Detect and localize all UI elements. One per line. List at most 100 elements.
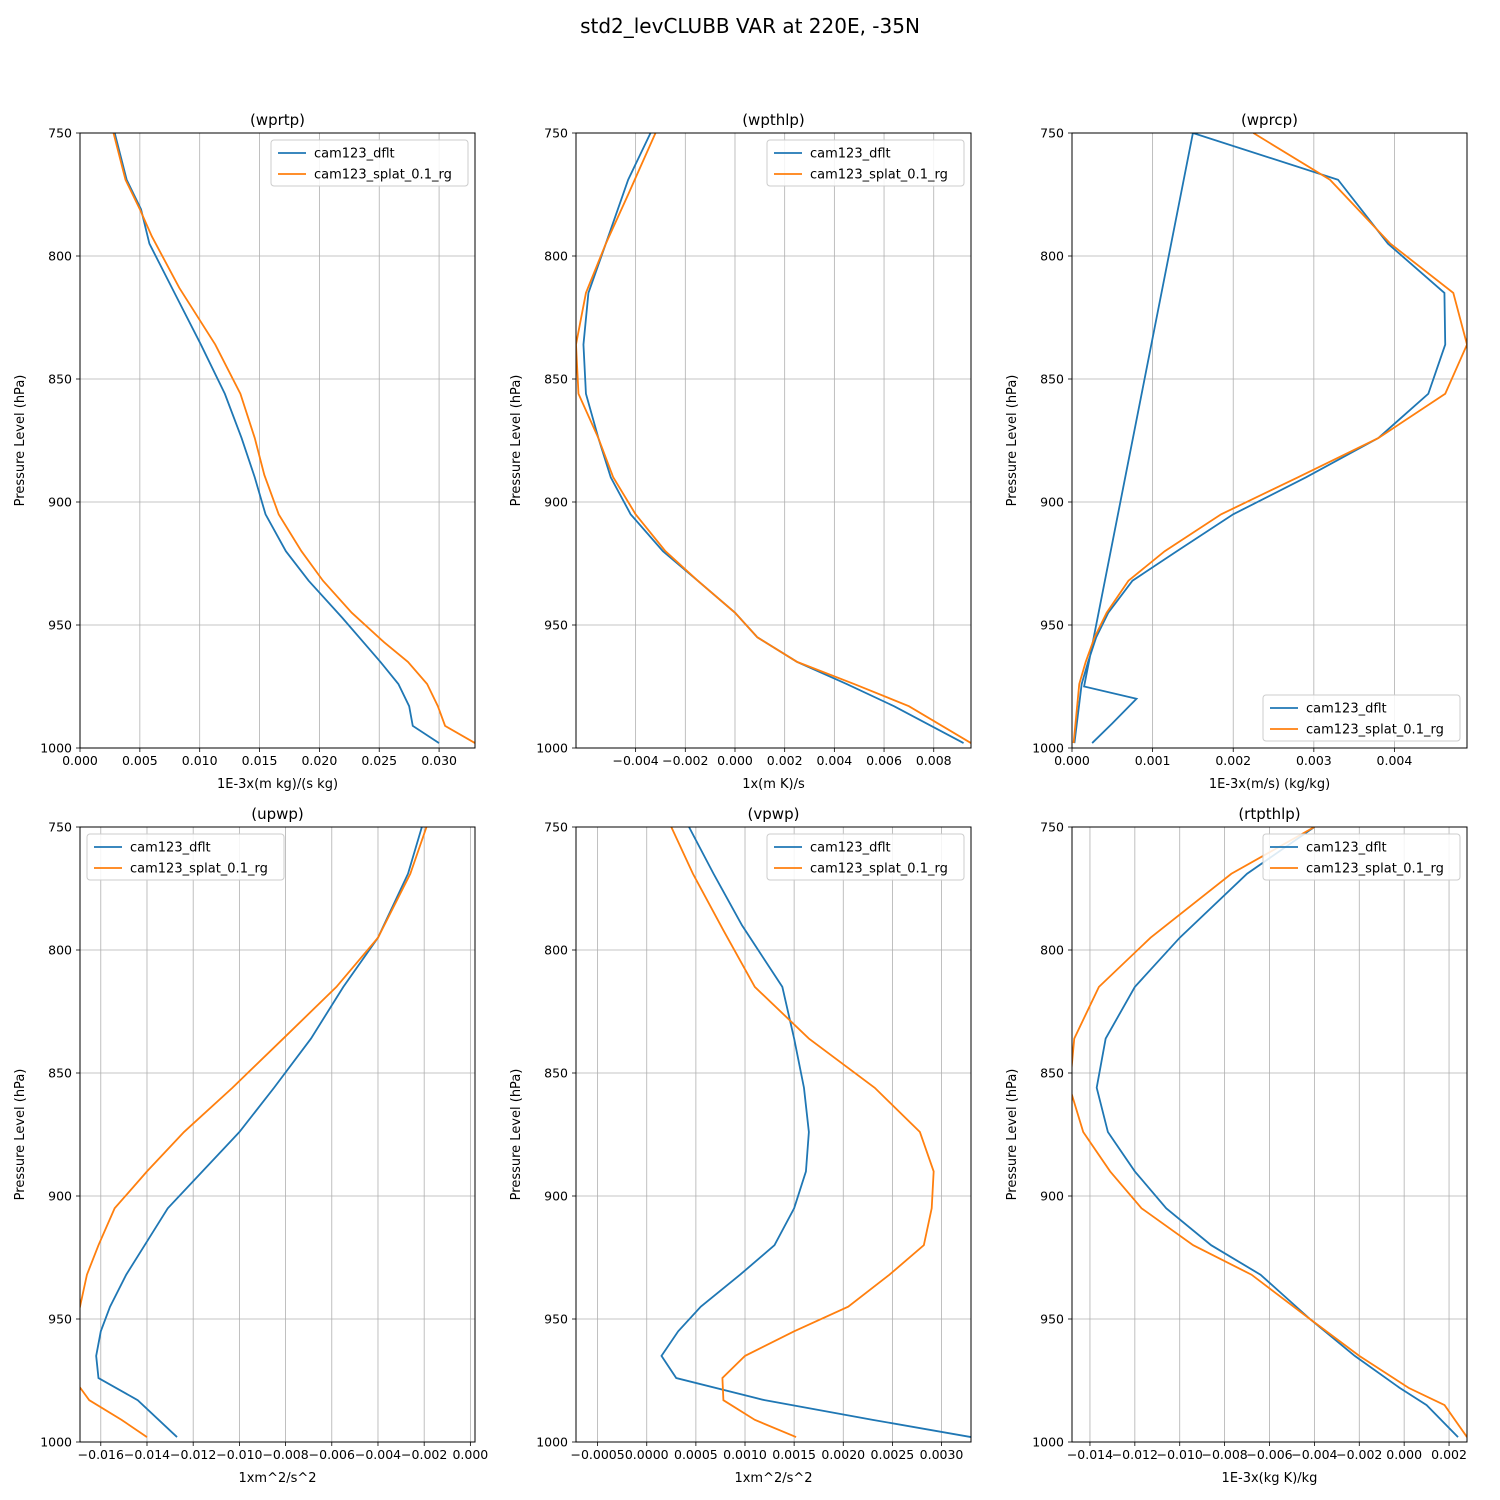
x-tick-label: 0.030 [421, 753, 457, 768]
plot-frame [575, 826, 972, 1443]
subplot-title: (vpwp) [748, 805, 800, 823]
legend-box [766, 139, 965, 187]
subplot-title: (upwp) [251, 805, 304, 823]
y-tick-label: 900 [1040, 1189, 1064, 1204]
x-tick-label: 0.006 [866, 753, 902, 768]
x-tick-label: −0.014 [1067, 1447, 1113, 1462]
legend-box [766, 833, 965, 881]
y-tick-label: 750 [544, 126, 568, 141]
x-tick-label: 0.0010 [723, 1447, 767, 1462]
y-tick-label: 900 [544, 1189, 568, 1204]
x-tick-label: −0.008 [262, 1447, 308, 1462]
x-tick-label: 0.002 [767, 753, 803, 768]
subplot-title: (wpthlp) [742, 111, 805, 129]
legend-label-1: cam123_dflt [1306, 702, 1387, 717]
x-tick-label: −0.010 [1157, 1447, 1203, 1462]
x-tick-label: −0.002 [1336, 1447, 1382, 1462]
x-tick-label: −0.016 [78, 1447, 124, 1462]
series-line-2 [576, 133, 971, 744]
y-tick-label: 750 [544, 820, 568, 835]
y-tick-label: 950 [544, 1312, 568, 1327]
y-tick-label: 800 [1040, 943, 1064, 958]
legend: cam123_dflt cam123_splat_0.1_rg [766, 139, 965, 187]
x-tick-label: −0.002 [662, 753, 708, 768]
y-tick-label: 900 [48, 495, 72, 510]
y-tick-label: 900 [48, 1189, 72, 1204]
legend: cam123_dflt cam123_splat_0.1_rg [766, 833, 965, 881]
subplot-title: (wprcp) [1241, 111, 1298, 129]
y-tick-label: 750 [1040, 820, 1064, 835]
y-axis-label: Pressure Level (hPa) [13, 1069, 28, 1201]
x-tick-label: 0.0005 [674, 1447, 718, 1462]
legend-label-2: cam123_splat_0.1_rg [314, 168, 452, 183]
x-tick-label: 0.0025 [871, 1447, 915, 1462]
y-axis-label: Pressure Level (hPa) [1005, 375, 1020, 507]
plot-frame [1071, 132, 1468, 749]
series-line-1 [582, 133, 964, 744]
subplot-0: 0.000 0.005 0.010 0.015 0.020 0.025 0.030 750 80… [13, 111, 476, 792]
y-tick-label: 1000 [1032, 1435, 1064, 1450]
y-tick-label: 800 [48, 249, 72, 264]
x-tick-label: 0.004 [1377, 753, 1413, 768]
y-tick-label: 950 [48, 618, 72, 633]
legend-label-1: cam123_dflt [1306, 841, 1387, 856]
y-tick-label: 1000 [536, 1435, 568, 1450]
legend-label-2: cam123_splat_0.1_rg [130, 862, 268, 877]
x-tick-label: 0.0020 [821, 1447, 865, 1462]
x-tick-label: 0.000 [62, 753, 98, 768]
y-tick-label: 850 [544, 1066, 568, 1081]
x-tick-label: −0.004 [355, 1447, 401, 1462]
legend: cam123_dflt cam123_splat_0.1_rg [86, 833, 285, 881]
x-tick-label: 0.004 [816, 753, 852, 768]
x-tick-label: 0.000 [452, 1447, 488, 1462]
x-tick-label: −0.010 [216, 1447, 262, 1462]
subplot-4: −0.0005 0.0000 0.0005 0.0010 0.0015 0.0020 0.0… [509, 805, 972, 1486]
y-tick-label: 850 [1040, 372, 1064, 387]
x-tick-label: 0.003 [1296, 753, 1332, 768]
legend-label-2: cam123_splat_0.1_rg [810, 862, 948, 877]
y-tick-label: 1000 [536, 741, 568, 756]
y-tick-label: 800 [48, 943, 72, 958]
y-tick-label: 850 [48, 372, 72, 387]
legend-label-2: cam123_splat_0.1_rg [1306, 723, 1444, 738]
x-axis-label: 1E-3x(kg K)/kg [1222, 1471, 1318, 1486]
x-axis-label: 1x(m K)/s [742, 777, 805, 792]
legend: cam123_dflt cam123_splat_0.1_rg [1262, 694, 1461, 742]
y-tick-label: 850 [1040, 1066, 1064, 1081]
x-tick-label: 0.000 [717, 753, 753, 768]
x-tick-label: −0.014 [124, 1447, 170, 1462]
legend-label-2: cam123_splat_0.1_rg [810, 168, 948, 183]
legend: cam123_dflt cam123_splat_0.1_rg [270, 139, 469, 187]
subplot-1: −0.004 −0.002 0.000 0.002 0.004 0.006 0.008 750… [509, 111, 972, 792]
y-tick-label: 1000 [40, 1435, 72, 1450]
x-tick-label: −0.004 [1291, 1447, 1337, 1462]
series-line-2 [1072, 827, 1467, 1438]
series-line-1 [113, 133, 440, 744]
series-line-1 [660, 827, 971, 1438]
legend-label-1: cam123_dflt [810, 841, 891, 856]
plot-frame [79, 826, 476, 1443]
x-tick-label: 0.025 [361, 753, 397, 768]
y-axis-label: Pressure Level (hPa) [509, 1069, 524, 1201]
legend: cam123_dflt cam123_splat_0.1_rg [1262, 833, 1461, 881]
x-tick-label: 0.000 [1054, 753, 1090, 768]
x-tick-label: −0.006 [309, 1447, 355, 1462]
y-tick-label: 800 [544, 249, 568, 264]
y-tick-label: 850 [48, 1066, 72, 1081]
x-tick-label: 0.0015 [772, 1447, 816, 1462]
legend-label-1: cam123_dflt [810, 147, 891, 162]
series-line-1 [1095, 827, 1459, 1438]
y-tick-label: 900 [1040, 495, 1064, 510]
subplot-title: (wprtp) [250, 111, 305, 129]
y-tick-label: 800 [1040, 249, 1064, 264]
x-tick-label: −0.006 [1246, 1447, 1292, 1462]
y-tick-label: 1000 [40, 741, 72, 756]
series-line-2 [80, 827, 428, 1438]
legend-box [1262, 694, 1461, 742]
y-axis-label: Pressure Level (hPa) [1005, 1069, 1020, 1201]
x-tick-label: 0.002 [1215, 753, 1251, 768]
x-tick-label: 0.0030 [920, 1447, 964, 1462]
legend-box [1262, 833, 1461, 881]
legend-box [270, 139, 469, 187]
